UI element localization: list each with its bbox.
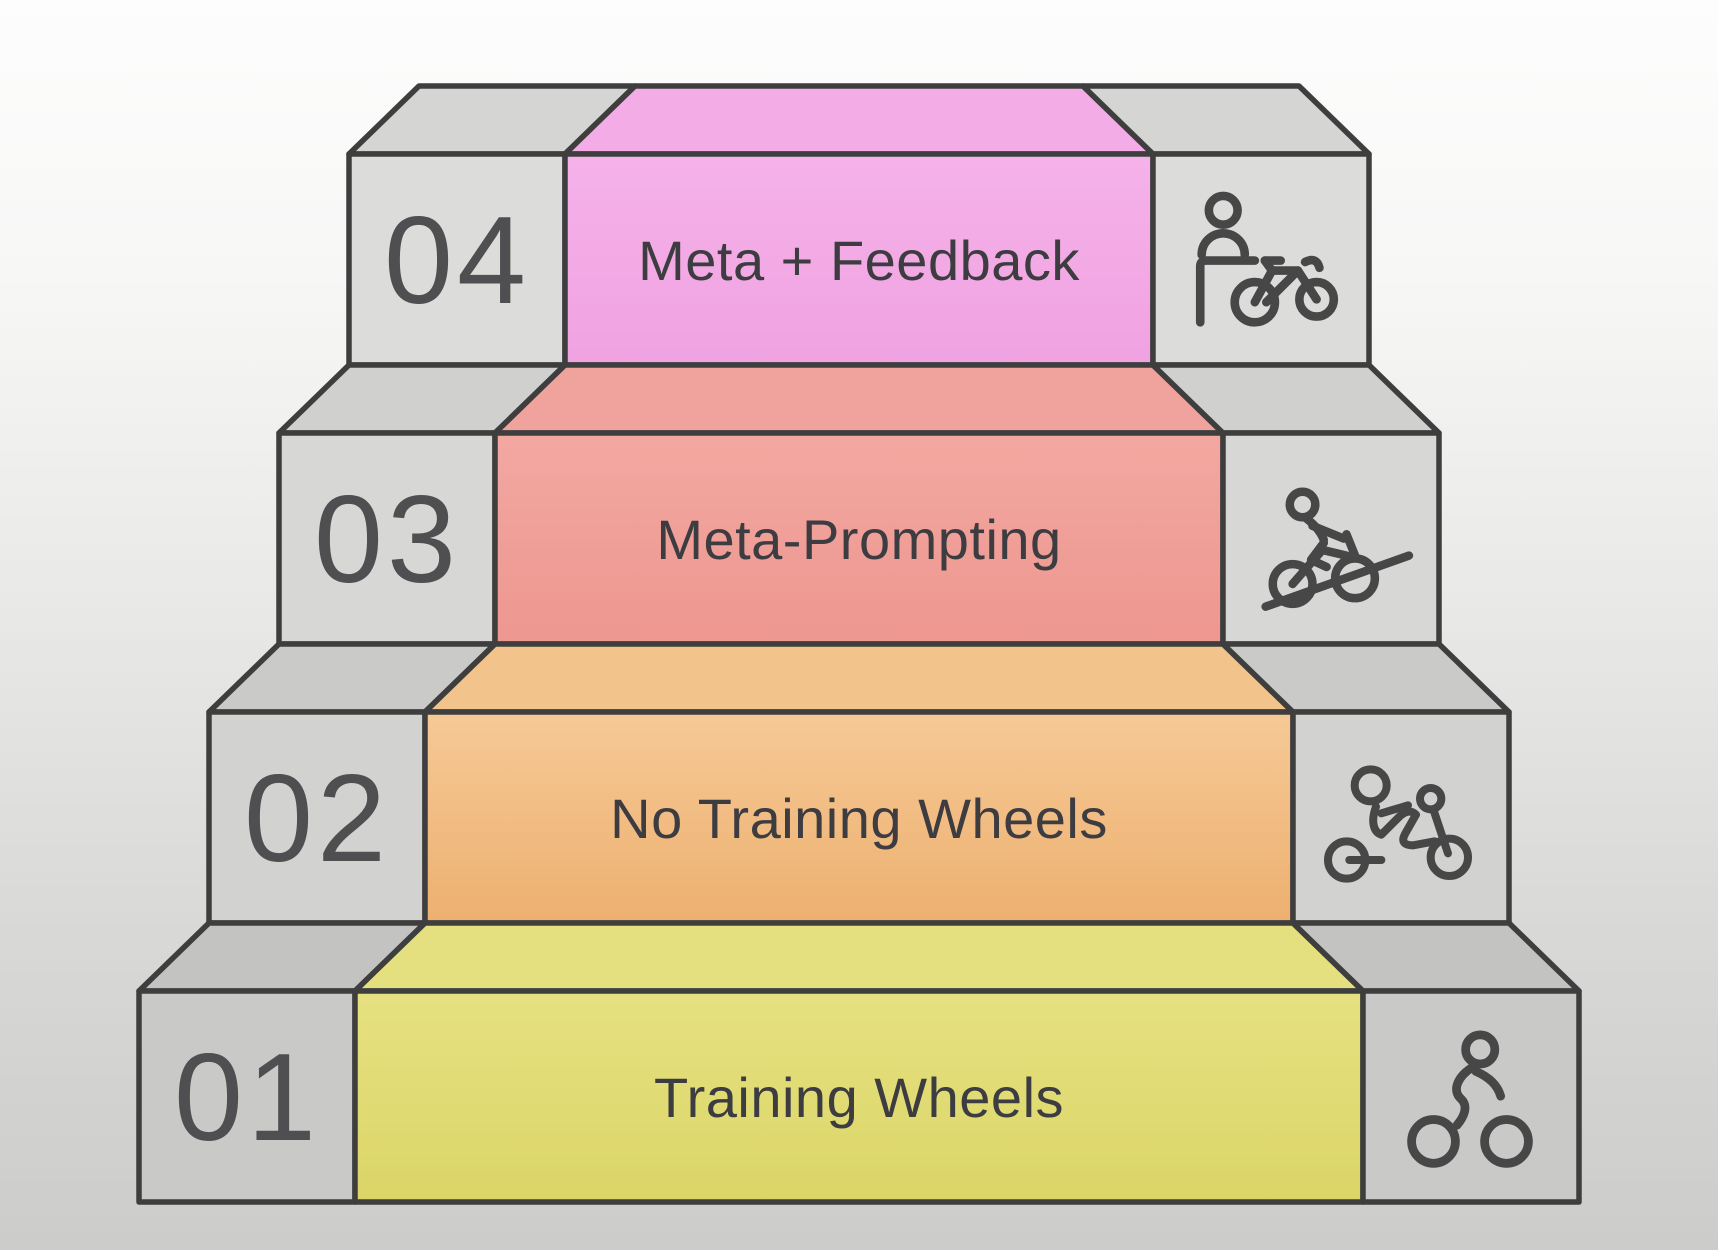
step-01-top-center-face xyxy=(352,920,1366,994)
step-02-number: 02 xyxy=(244,750,390,888)
coached-low-rider-cyclist-icon xyxy=(1320,757,1480,891)
step-block-03 xyxy=(276,362,1442,647)
step-block-01 xyxy=(136,920,1582,1205)
step-01-icon-panel xyxy=(1360,988,1582,1205)
downhill-cyclist-icon xyxy=(1260,466,1416,614)
step-block-02 xyxy=(206,641,1512,926)
cyclist-icon xyxy=(1394,1029,1546,1175)
step-03-number: 03 xyxy=(314,471,460,609)
step-03-label: Meta-Prompting xyxy=(656,508,1062,571)
step-04-top-center-face xyxy=(562,83,1156,157)
person-with-bike-stand-icon xyxy=(1183,190,1341,334)
step-02-label: No Training Wheels xyxy=(610,787,1108,850)
step-03-top-center-face xyxy=(492,362,1226,436)
step-02-top-center-face xyxy=(422,641,1296,715)
step-03-icon-panel xyxy=(1220,430,1442,647)
step-02-label-panel xyxy=(422,709,1296,926)
step-03-label-panel xyxy=(492,430,1226,647)
step-01-label-panel xyxy=(352,988,1366,1205)
step-01-number: 01 xyxy=(174,1029,320,1167)
step-01-label: Training Wheels xyxy=(653,1066,1065,1129)
step-block-04 xyxy=(346,83,1372,368)
step-04-label: Meta + Feedback xyxy=(638,229,1080,292)
step-04-number: 04 xyxy=(384,192,530,330)
step-04-number-panel xyxy=(346,151,568,368)
